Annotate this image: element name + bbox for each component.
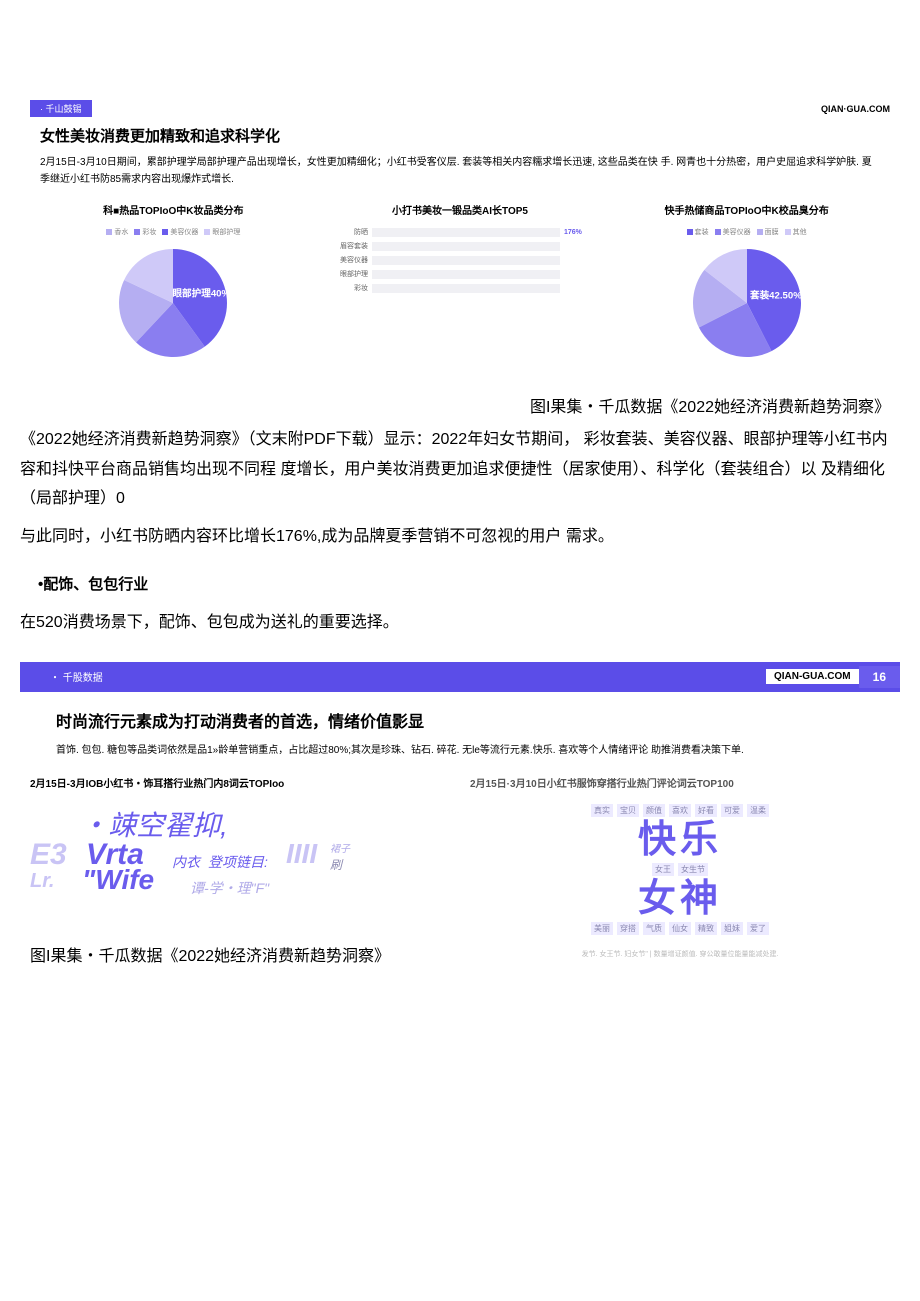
cloud-tag: 仙女 [669,922,691,935]
cloud-tag: 精致 [695,922,717,935]
legend-item: 面膜 [757,227,779,237]
wc-tags-mid: 女王女生节 [652,863,708,876]
cloud-word: 刷 [330,856,342,873]
legend-item: 彩妆 [134,227,156,237]
bar-row: 彩妆 [330,283,590,293]
legend-item: 眼部护理 [204,227,240,237]
cloud-tag: 姐妹 [721,922,743,935]
cloud-word: 登项链目: [208,852,268,872]
cloud2-title: 2月15日·3月10日小红书服饰穿搭行业热门评论词云TOP100 [470,775,890,790]
pie-chart-2: 快手热储商品TOPIoO中K校品臭分布 套装美容仪器面膜其他 套装42.50% [617,202,877,363]
cloud-tag: 女王 [652,863,674,876]
pie-chart-1: 科■热品TOPIoO中K妆品类分布 香水彩妆美容仪器眼部护理 眼部护理40% [43,202,303,363]
bar-label: 眼部护理 [330,269,372,279]
bar-label: 彩妆 [330,283,372,293]
pie2-svg: 套装42.50% [687,243,807,363]
wc-tags-top: 真实宝贝颜值喜欢好看可爱温柔 [591,804,769,817]
paragraph-1: 《2022她经济消费新趋势洞察》（文末附PDF下载）显示：2022年妇女节期间，… [20,425,900,514]
slide2-page-number: 16 [859,666,900,688]
cloud-tag: 爱了 [747,922,769,935]
cloud-word: 裙子 [330,840,350,855]
caption-1: 图I果集・千瓜数据《2022她经济消费新趋势洞察》 [20,393,900,417]
bar-row: 眉容套装 [330,241,590,251]
cloud-tag: 女生节 [678,863,708,876]
pie1-legend: 香水彩妆美容仪器眼部护理 [43,227,303,237]
pie2-legend: 套装美容仪器面膜其他 [617,227,877,237]
slide1-desc: 2月15日-3月10日期间，累部护理学局部护理产品出现增长，女性更加精细化；小红… [40,154,880,188]
cloud-word: E3 [30,838,67,872]
cloud-tag: 好看 [695,804,717,817]
paragraph-3: 在520消费场景下，配饰、包包成为送礼的重要选择。 [20,608,900,638]
slide-1: · 千山鼓锡 QIAN·GUA.COM 女性美妆消费更加精致和追求科学化 2月1… [20,100,900,363]
cloud-tag: 颜值 [643,804,665,817]
cloud-tag: 温柔 [747,804,769,817]
cloud-word: "Wife [82,864,154,896]
slide1-tag: · 千山鼓锡 [30,100,92,117]
bullet-accessories: •配饰、包包行业 [38,573,900,594]
legend-item: 套装 [687,227,709,237]
wc-big-1: 快乐 [638,821,722,859]
cloud-tag: 喜欢 [669,804,691,817]
bar-row: 防晒 176% [330,227,590,237]
cloud-tag: 宝贝 [617,804,639,817]
bar-body: 防晒 176% 眉容套装美容仪器眼部护理彩妆 [330,227,590,293]
legend-item: 美容仪器 [715,227,751,237]
cloud-word: 谭-学・理"F" [190,878,269,898]
slide1-url: QIAN·GUA.COM [821,104,890,114]
bar-row: 美容仪器 [330,255,590,265]
pie1-title: 科■热品TOPIoO中K妆品类分布 [43,202,303,217]
cloud1-title: 2月15日-3月IOB小红书・饰耳搭行业热门内8词云TOPIoo [30,775,450,790]
bar-label: 眉容套装 [330,241,372,251]
slide2-title: 时尚流行元素成为打动消费者的首选，情绪价值影显 [56,708,874,732]
cloud-word: IIII [286,838,317,870]
cloud-word: 内衣 [172,852,200,872]
wc-note: 发节. 女王节. 妇女节" | 数量增证颜值. 穿公敢量位能量能减处建. [582,949,779,959]
slide-2: ・ 千股数据 QIAN-GUA.COM 16 时尚流行元素成为打动消费者的首选，… [20,662,900,980]
cloud-tag: 可爱 [721,804,743,817]
wordcloud-2-col: 2月15日·3月10日小红书服饰穿搭行业热门评论词云TOP100 真实宝贝颜值喜… [470,775,890,980]
caption-2: 图I果集・千瓜数据《2022她经济消费新趋势洞察》 [30,944,390,970]
bar-track [372,228,560,237]
bar-value: 176% [564,229,590,236]
bar-title: 小打书美妆一锻品类AI长TOP5 [330,202,590,217]
wc-tags-bot: 美丽穿搭气质仙女精致姐妹爱了 [591,922,769,935]
cloud-tag: 美丽 [591,922,613,935]
slide2-url: QIAN-GUA.COM [766,669,859,684]
cloud-tag: 气质 [643,922,665,935]
bar-row: 眼部护理 [330,269,590,279]
pie2-title: 快手热储商品TOPIoO中K校品臭分布 [617,202,877,217]
wordcloud-1: ・竦空翟抑,E3Vrta内衣登项链目:IIII裙子刷Lr."Wife谭-学・理"… [30,804,450,924]
bar-label: 防晒 [330,227,372,237]
bar-label: 美容仪器 [330,255,372,265]
wordcloud-1-col: 2月15日-3月IOB小红书・饰耳搭行业热门内8词云TOPIoo ・竦空翟抑,E… [30,775,450,980]
bar-track [372,242,560,251]
chart-row-1: 科■热品TOPIoO中K妆品类分布 香水彩妆美容仪器眼部护理 眼部护理40% 小… [30,202,890,363]
wordcloud-2: 真实宝贝颜值喜欢好看可爱温柔 快乐 女王女生节 女神 美丽穿搭气质仙女精致姐妹爱… [470,804,890,959]
slide1-title: 女性美妆消费更加精致和追求科学化 [40,125,880,146]
cloud-word: Lr. [30,870,54,893]
legend-item: 香水 [106,227,128,237]
cloud-tag: 穿搭 [617,922,639,935]
slide2-tag: ・ 千股数据 [50,669,103,684]
wordcloud-row: 2月15日-3月IOB小红书・饰耳搭行业热门内8词云TOPIoo ・竦空翟抑,E… [30,775,890,980]
svg-text:套装42.50%: 套装42.50% [749,290,802,302]
paragraph-2: 与此同时，小红书防晒内容环比增长176%,成为品牌夏季营销不可忽视的用户 需求。 [20,522,900,552]
bar-track [372,256,560,265]
cloud-tag: 真实 [591,804,613,817]
slide2-header: ・ 千股数据 QIAN-GUA.COM 16 [20,662,900,692]
slide2-desc: 首饰. 包包. 糖包等品类词依然是品1»龄单营销重点，占比超过80%;其次是珍珠… [56,742,874,759]
legend-item: 美容仪器 [162,227,198,237]
pie1-svg: 眼部护理40% [113,243,233,363]
legend-item: 其他 [785,227,807,237]
wc-big-2: 女神 [638,880,722,918]
bar-track [372,284,560,293]
svg-text:眼部护理40%: 眼部护理40% [173,287,231,299]
bar-track [372,270,560,279]
slide1-header: · 千山鼓锡 QIAN·GUA.COM [30,100,890,117]
bar-chart: 小打书美妆一锻品类AI长TOP5 防晒 176% 眉容套装美容仪器眼部护理彩妆 [330,202,590,297]
